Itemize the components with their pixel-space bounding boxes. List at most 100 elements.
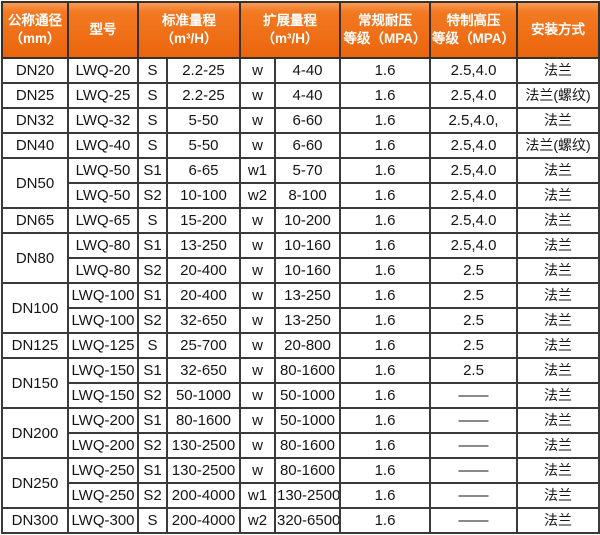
cell-std-range: 5-50 (166, 132, 241, 159)
cell-ext-range: 10-160 (274, 232, 341, 259)
cell-diameter: DN80 (1, 232, 69, 284)
cell-special-mpa: —— (429, 407, 518, 434)
cell-ext-code: w (239, 332, 276, 359)
cell-normal-mpa: 1.6 (339, 157, 431, 184)
cell-normal-mpa: 1.6 (339, 82, 431, 109)
table-row: DN150 LWQ-150 S1 32-650 w 80-1600 1.6 2.5 法兰 (1, 357, 600, 409)
header-diameter: 公称通径 （mm） (1, 1, 69, 59)
cell-normal-mpa: 1.6 (339, 482, 431, 509)
cell-diameter: DN20 (1, 57, 69, 84)
cell-ext-range: 130-2500 (274, 482, 341, 509)
cell-std-code: S (137, 57, 168, 84)
cell-install: 法兰 (516, 57, 600, 84)
cell-std-code: S (137, 107, 168, 134)
header-extended-range-line2: （m³/H） (261, 31, 319, 46)
cell-std-code: S2 (137, 432, 168, 459)
cell-ext-code: w (239, 382, 276, 409)
cell-model: LWQ-150 (67, 357, 139, 384)
cell-ext-range: 320-6500 (274, 507, 341, 534)
cell-ext-code: w2 (239, 182, 276, 209)
cell-ext-code: w (239, 57, 276, 84)
cell-normal-mpa: 1.6 (339, 407, 431, 434)
cell-ext-range: 50-1000 (274, 382, 341, 409)
cell-std-code: S (137, 332, 168, 359)
cell-special-mpa: 2.5,4.0 (429, 207, 518, 234)
cell-normal-mpa: 1.6 (339, 132, 431, 159)
cell-install: 法兰 (516, 332, 600, 359)
cell-install: 法兰 (516, 232, 600, 259)
cell-model: LWQ-100 (67, 282, 139, 309)
cell-install: 法兰 (516, 357, 600, 384)
cell-install: 法兰(螺纹) (516, 132, 600, 159)
cell-ext-range: 80-1600 (274, 357, 341, 384)
cell-std-code: S2 (137, 307, 168, 334)
cell-ext-code: w (239, 82, 276, 109)
cell-std-code: S2 (137, 482, 168, 509)
cell-model: LWQ-200 (67, 432, 139, 459)
cell-std-code: S2 (137, 257, 168, 284)
header-extended-range: 扩展量程 （m³/H） (239, 1, 341, 59)
cell-install: 法兰 (516, 207, 600, 234)
header-diameter-line1: 公称通径 (8, 13, 62, 29)
cell-std-code: S1 (137, 457, 168, 484)
cell-model: LWQ-50 (67, 157, 139, 184)
cell-std-code: S (137, 207, 168, 234)
cell-special-mpa: 2.5,4.0, (429, 107, 518, 134)
cell-normal-mpa: 1.6 (339, 307, 431, 334)
cell-ext-range: 80-1600 (274, 432, 341, 459)
cell-special-mpa: 2.5,4.0 (429, 232, 518, 259)
table-row: LWQ-150 S2 50-1000 w 50-1000 1.6 —— 法兰 (2, 382, 600, 409)
cell-model: LWQ-200 (67, 407, 139, 434)
table-row: DN250 LWQ-250 S1 130-2500 w 80-1600 1.6 —— 法兰 (1, 457, 600, 509)
cell-ext-range: 13-250 (274, 307, 341, 334)
table-row: DN80 LWQ-80 S1 13-250 w 10-160 1.6 2.5,4.0 法兰 (1, 232, 600, 284)
cell-std-code: S1 (137, 157, 168, 184)
cell-ext-range: 4-40 (274, 57, 341, 84)
cell-std-code: S1 (137, 407, 168, 434)
cell-ext-code: w (239, 407, 276, 434)
cell-model: LWQ-80 (67, 232, 139, 259)
cell-special-mpa: 2.5,4.0 (429, 132, 518, 159)
cell-diameter: DN200 (1, 407, 69, 459)
cell-special-mpa: 2.5,4.0 (429, 157, 518, 184)
cell-std-range: 32-650 (166, 357, 241, 384)
header-normal-pressure-line1: 常规耐压 (358, 13, 412, 29)
table-row: DN20 LWQ-20 S 2.2-25 w 4-40 1.6 2.5,4.0 法兰 (1, 57, 600, 84)
cell-model: LWQ-50 (67, 182, 139, 209)
cell-install: 法兰 (516, 257, 600, 284)
table-row: DN25 LWQ-25 S 2.2-25 w 4-40 1.6 2.5,4.0 法兰(螺纹) (1, 82, 600, 109)
cell-ext-range: 4-40 (274, 82, 341, 109)
cell-special-mpa: 2.5 (429, 257, 518, 284)
table-row: LWQ-100 S2 32-650 w 13-250 1.6 2.5 法兰 (2, 307, 600, 334)
cell-diameter: DN125 (1, 332, 69, 359)
cell-std-code: S1 (137, 232, 168, 259)
cell-std-code: S2 (137, 382, 168, 409)
spec-table-body: DN20 LWQ-20 S 2.2-25 w 4-40 1.6 2.5,4.0 法兰 DN25 LW… (1, 57, 600, 534)
cell-model: LWQ-80 (67, 257, 139, 284)
cell-ext-range: 10-160 (274, 257, 341, 284)
cell-std-range: 13-250 (166, 232, 241, 259)
cell-ext-code: w (239, 357, 276, 384)
cell-diameter: DN300 (1, 507, 69, 534)
table-row: LWQ-80 S2 20-400 w 10-160 1.6 2.5 法兰 (2, 257, 600, 284)
cell-std-code: S (137, 507, 168, 534)
cell-std-range: 15-200 (166, 207, 241, 234)
table-row: LWQ-200 S2 130-2500 w 80-1600 1.6 —— 法兰 (2, 432, 600, 459)
cell-ext-range: 10-200 (274, 207, 341, 234)
cell-diameter: DN150 (1, 357, 69, 409)
cell-normal-mpa: 1.6 (339, 432, 431, 459)
cell-std-range: 25-700 (166, 332, 241, 359)
header-standard-range-line2: （m³/H） (160, 31, 218, 46)
cell-std-range: 20-400 (166, 282, 241, 309)
cell-install: 法兰 (516, 482, 600, 509)
cell-ext-range: 8-100 (274, 182, 341, 209)
cell-ext-range: 80-1600 (274, 457, 341, 484)
cell-ext-range: 6-60 (274, 107, 341, 134)
cell-std-range: 5-50 (166, 107, 241, 134)
header-standard-range: 标准量程 （m³/H） (137, 1, 241, 59)
cell-ext-code: w1 (239, 157, 276, 184)
cell-ext-code: w (239, 457, 276, 484)
table-row: LWQ-50 S2 10-100 w2 8-100 1.6 2.5,4.0 法兰 (2, 182, 600, 209)
cell-ext-range: 5-70 (274, 157, 341, 184)
